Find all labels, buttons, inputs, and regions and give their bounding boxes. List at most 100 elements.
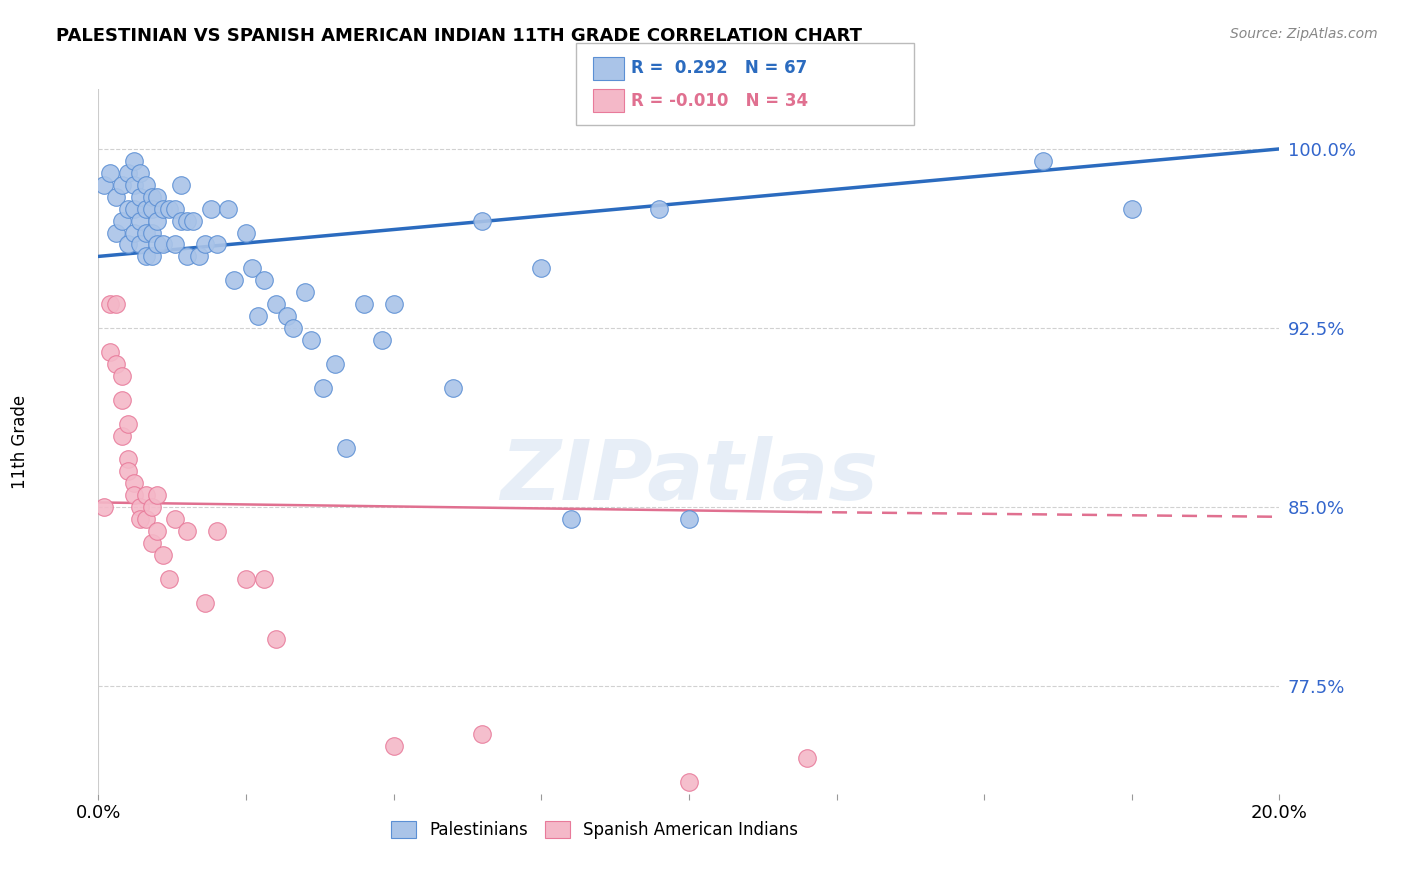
Point [141, 226, 163, 240]
Point [323, 357, 346, 371]
Point [530, 261, 553, 276]
Point [122, 178, 145, 192]
Point [235, 572, 257, 586]
Point [205, 237, 228, 252]
Point [283, 321, 305, 335]
Point [105, 190, 128, 204]
Point [678, 775, 700, 789]
Point [353, 297, 375, 311]
Point [1032, 153, 1054, 168]
Point [152, 548, 174, 562]
Point [299, 333, 322, 347]
Text: R = -0.010   N = 34: R = -0.010 N = 34 [631, 92, 808, 110]
Point [471, 727, 494, 741]
Point [141, 500, 163, 515]
Point [648, 202, 671, 216]
Point [111, 392, 134, 407]
Point [335, 441, 357, 455]
Point [141, 536, 163, 550]
Point [122, 476, 145, 491]
Point [122, 488, 145, 502]
Point [1121, 202, 1143, 216]
Point [240, 261, 263, 276]
Point [117, 417, 139, 431]
Point [152, 237, 174, 252]
Point [264, 297, 287, 311]
Text: PALESTINIAN VS SPANISH AMERICAN INDIAN 11TH GRADE CORRELATION CHART: PALESTINIAN VS SPANISH AMERICAN INDIAN 1… [56, 27, 862, 45]
Point [560, 512, 582, 526]
Point [253, 273, 276, 287]
Point [128, 213, 150, 227]
Point [135, 249, 157, 263]
Point [111, 428, 134, 442]
Point [122, 202, 145, 216]
Point [170, 178, 193, 192]
Point [93, 178, 115, 192]
Point [128, 190, 150, 204]
Point [146, 213, 169, 227]
Point [98, 297, 121, 311]
Point [141, 202, 163, 216]
Point [105, 357, 128, 371]
Point [194, 237, 217, 252]
Point [176, 524, 198, 538]
Point [187, 249, 209, 263]
Point [471, 213, 494, 227]
Point [117, 464, 139, 478]
Point [122, 153, 145, 168]
Point [93, 500, 115, 515]
Point [128, 237, 150, 252]
Point [157, 572, 180, 586]
Point [135, 488, 157, 502]
Text: Source: ZipAtlas.com: Source: ZipAtlas.com [1230, 27, 1378, 41]
Point [152, 202, 174, 216]
Point [111, 213, 134, 227]
Point [128, 500, 150, 515]
Point [312, 381, 335, 395]
Point [235, 226, 257, 240]
Point [678, 512, 700, 526]
Point [105, 226, 128, 240]
Point [165, 237, 187, 252]
Point [135, 178, 157, 192]
Point [146, 524, 169, 538]
Point [200, 202, 222, 216]
Point [117, 452, 139, 467]
Point [157, 202, 180, 216]
Point [382, 297, 405, 311]
Point [135, 202, 157, 216]
Point [117, 237, 139, 252]
Point [117, 166, 139, 180]
Point [246, 309, 269, 323]
Point [294, 285, 316, 300]
Point [128, 512, 150, 526]
Point [111, 368, 134, 383]
Point [111, 178, 134, 192]
Point [135, 226, 157, 240]
Legend: Palestinians, Spanish American Indians: Palestinians, Spanish American Indians [384, 814, 804, 846]
Point [98, 166, 121, 180]
Point [165, 512, 187, 526]
Point [181, 213, 204, 227]
Point [117, 202, 139, 216]
Point [141, 249, 163, 263]
Point [98, 345, 121, 359]
Point [205, 524, 228, 538]
Point [441, 381, 464, 395]
Point [371, 333, 394, 347]
Point [276, 309, 298, 323]
Point [128, 166, 150, 180]
Point [146, 488, 169, 502]
Point [135, 512, 157, 526]
Point [122, 226, 145, 240]
Point [176, 249, 198, 263]
Point [176, 213, 198, 227]
Point [170, 213, 193, 227]
Point [146, 237, 169, 252]
Text: ZIPatlas: ZIPatlas [501, 436, 877, 517]
Point [217, 202, 239, 216]
Y-axis label: 11th Grade: 11th Grade [11, 394, 30, 489]
Point [141, 190, 163, 204]
Point [224, 273, 246, 287]
Point [264, 632, 287, 646]
